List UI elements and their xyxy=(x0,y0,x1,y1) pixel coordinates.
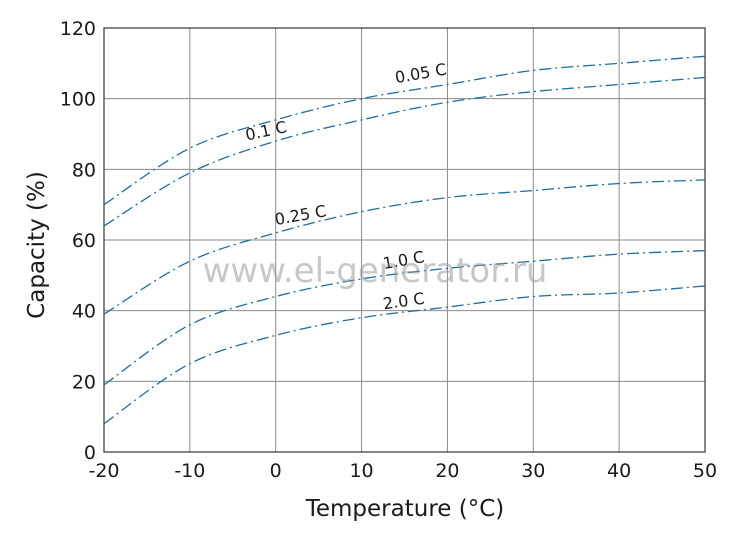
x-tick-label: 10 xyxy=(349,460,373,482)
x-tick-label: -10 xyxy=(174,460,205,482)
y-tick-label: 60 xyxy=(72,230,96,252)
y-tick-label: 120 xyxy=(60,18,96,40)
series-line xyxy=(103,249,706,386)
series-label: 0.05 C xyxy=(394,59,448,87)
y-axis-title: Capacity (%) xyxy=(24,171,50,319)
x-tick-label: 30 xyxy=(521,460,545,482)
series-line xyxy=(103,179,706,315)
y-tick-labels: 0 20 40 60 80 100 120 xyxy=(60,18,96,464)
x-tick-label: -20 xyxy=(88,460,119,482)
x-tick-label: 0 xyxy=(270,460,282,482)
y-tick-label: 80 xyxy=(72,159,96,181)
series-lines xyxy=(103,55,706,425)
y-tick-label: 0 xyxy=(84,442,96,464)
series-line xyxy=(103,285,706,425)
x-axis-title: Temperature (°C) xyxy=(305,496,505,522)
y-tick-label: 100 xyxy=(60,89,96,111)
watermark-text: www.el-generator.ru xyxy=(203,251,548,291)
series-label: 0.1 C xyxy=(244,117,289,144)
plot-frame xyxy=(103,27,706,453)
series-line xyxy=(103,76,706,227)
series-label: 2.0 C xyxy=(382,289,426,314)
y-tick-label: 40 xyxy=(72,301,96,323)
x-tick-labels: -20 -10 0 10 20 30 40 50 xyxy=(88,460,717,482)
series-label: 0.25 C xyxy=(273,201,327,229)
x-tick-label: 50 xyxy=(693,460,717,482)
series-line xyxy=(103,55,706,206)
x-tick-label: 40 xyxy=(607,460,631,482)
x-tick-label: 20 xyxy=(435,460,459,482)
grid xyxy=(103,27,706,453)
y-tick-label: 20 xyxy=(72,371,96,393)
